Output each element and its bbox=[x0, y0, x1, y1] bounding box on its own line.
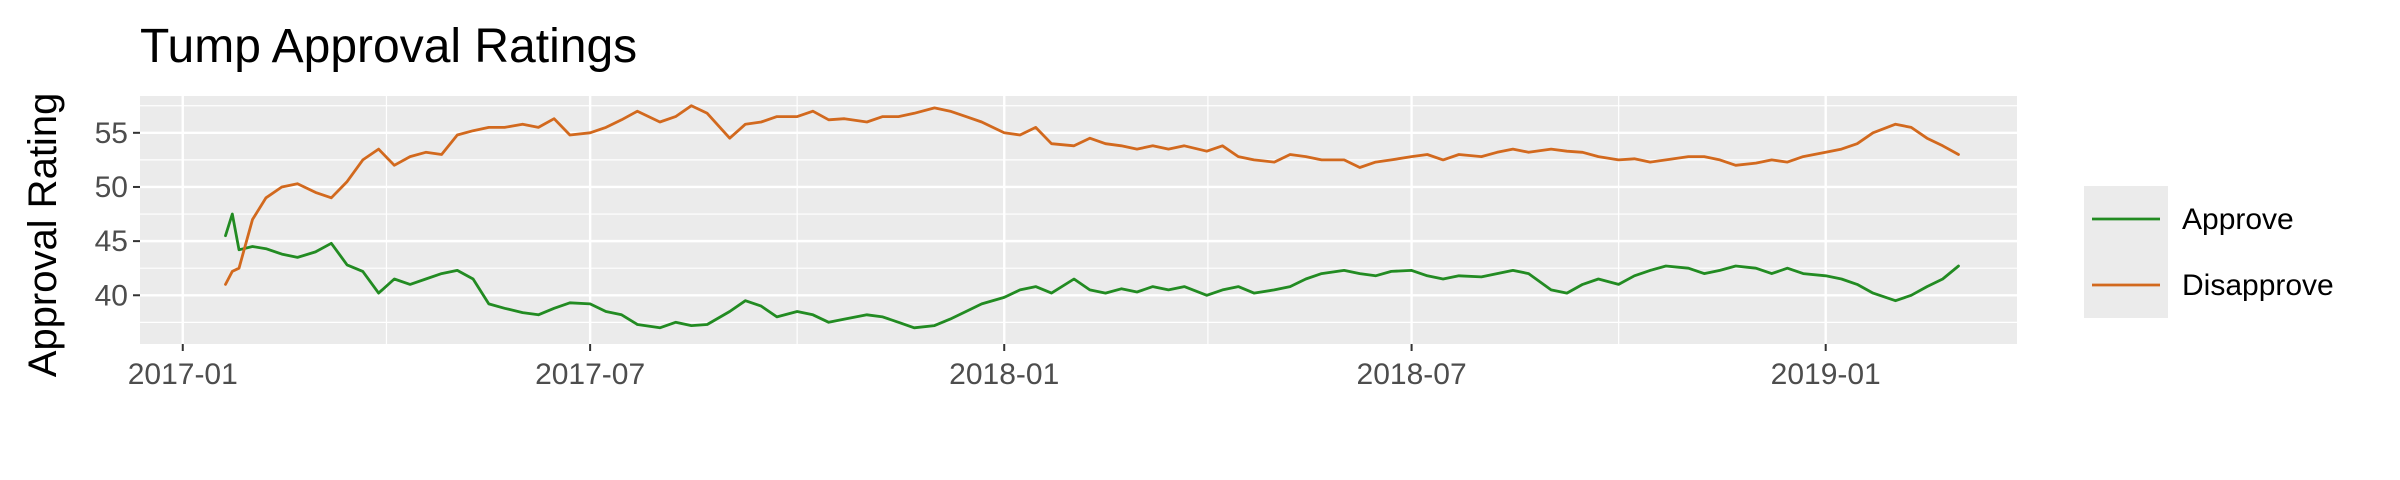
series-line-disapprove bbox=[224, 104, 1960, 286]
x-tick-label: 2017-01 bbox=[128, 358, 238, 391]
x-axis: 2017-01 2017-07 2018-01 2018-07 2019-01 bbox=[128, 344, 1881, 391]
chart-title: Tump Approval Ratings bbox=[140, 20, 637, 73]
y-tick-label: 55 bbox=[95, 117, 128, 150]
legend-item-disapprove: Disapprove bbox=[2084, 252, 2334, 318]
legend-label: Disapprove bbox=[2182, 269, 2334, 302]
y-tick-label: 45 bbox=[95, 225, 128, 258]
major-gridlines bbox=[140, 96, 2017, 344]
plot-panel bbox=[140, 96, 2017, 344]
x-tick-label: 2018-01 bbox=[949, 358, 1059, 391]
y-axis-title: Approval Rating bbox=[21, 93, 65, 378]
legend-item-approve: Approve bbox=[2084, 186, 2294, 252]
minor-gridlines bbox=[140, 96, 2017, 344]
legend-label: Approve bbox=[2182, 203, 2294, 236]
legend: Approve Disapprove bbox=[2084, 186, 2334, 318]
series-line-approve bbox=[224, 212, 1960, 330]
y-axis: 40 45 50 55 bbox=[95, 117, 140, 312]
y-tick-label: 50 bbox=[95, 171, 128, 204]
x-tick-label: 2019-01 bbox=[1771, 358, 1881, 391]
x-tick-label: 2017-07 bbox=[535, 358, 645, 391]
x-tick-label: 2018-07 bbox=[1357, 358, 1467, 391]
y-tick-label: 40 bbox=[95, 279, 128, 312]
series-lines bbox=[224, 104, 1960, 330]
